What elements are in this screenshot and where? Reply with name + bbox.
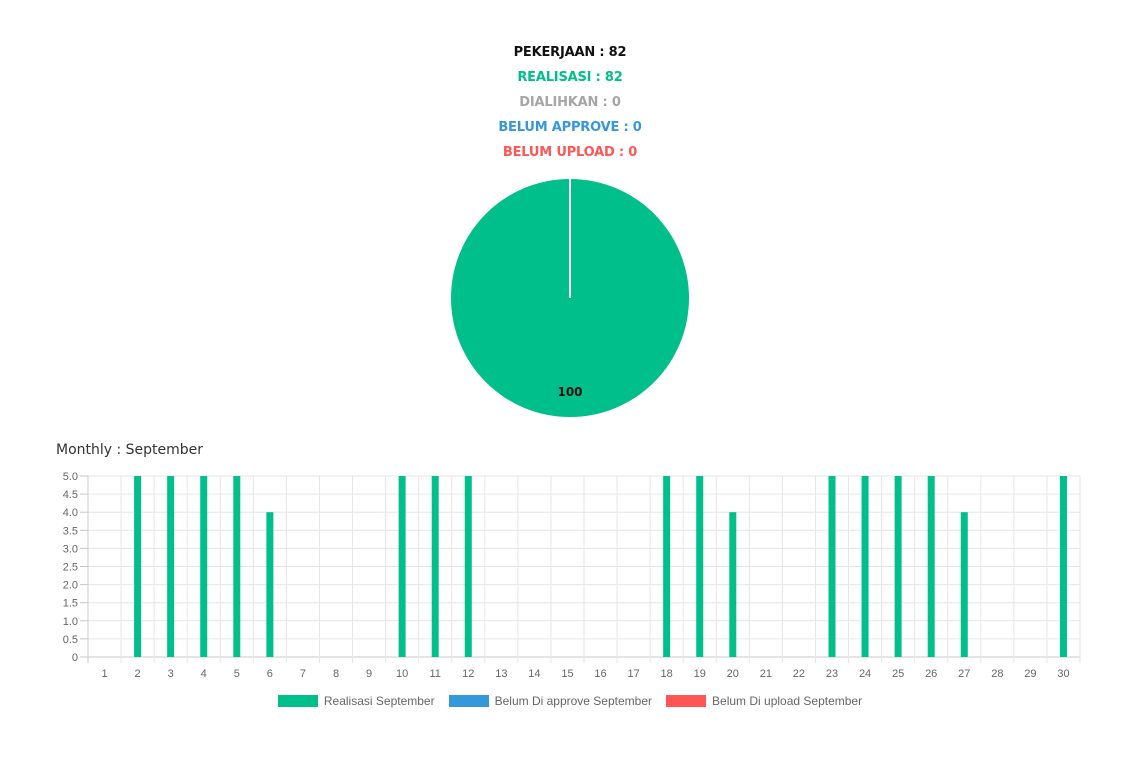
x-tick-label: 15 [561,668,573,680]
legend-item[interactable]: Belum Di upload September [666,694,862,708]
x-tick-label: 6 [267,668,273,680]
pekerjaan-count: PEKERJAAN : 82 [513,45,627,60]
x-tick-label: 13 [495,668,507,680]
x-tick-label: 28 [991,668,1003,680]
x-tick-label: 12 [462,668,474,680]
x-tick-label: 24 [859,668,871,680]
x-tick-label: 16 [594,668,606,680]
x-tick-label: 1 [101,668,107,680]
x-tick-label: 25 [892,668,904,680]
legend-label: Belum Di upload September [712,694,863,708]
y-tick-label: 2.0 [63,580,78,592]
x-tick-label: 7 [300,668,306,680]
legend-swatch [448,695,489,707]
y-tick-label: 1.0 [63,616,78,628]
legend-label: Belum Di approve September [494,694,653,708]
x-tick-label: 20 [727,668,739,680]
x-tick-label: 22 [793,668,805,680]
x-tick-label: 23 [826,668,838,680]
belum-approve-count: BELUM APPROVE : 0 [498,120,642,135]
x-tick-label: 14 [528,668,540,680]
bar [464,476,472,657]
bar [233,476,241,657]
x-tick-label: 17 [627,668,639,680]
bar [266,512,274,657]
x-tick-label: 18 [661,668,673,680]
y-tick-label: 4.5 [63,489,78,501]
pie-chart: 100 [451,179,689,417]
x-tick-label: 3 [168,668,174,680]
legend-item[interactable]: Belum Di approve September [448,694,653,708]
bar [894,476,902,657]
bar [398,476,406,657]
bar [696,476,704,657]
chart-legend: Realisasi September Belum Di approve Sept… [0,694,1140,708]
bar [861,476,869,657]
x-tick-label: 9 [366,668,372,680]
bar [960,512,968,657]
bar [729,512,737,657]
x-tick-label: 5 [234,668,240,680]
x-tick-label: 30 [1057,668,1069,680]
x-tick-label: 4 [201,668,207,680]
y-tick-label: 0.5 [63,634,78,646]
bar [828,476,836,657]
bar [431,476,439,657]
legend-swatch [277,695,318,707]
x-tick-label: 26 [925,668,937,680]
x-tick-label: 27 [958,668,970,680]
x-tick-label: 19 [694,668,706,680]
bar [1059,476,1067,657]
bar [200,476,208,657]
y-tick-label: 3.0 [63,543,78,555]
pie-slice-label: 100 [557,385,582,399]
y-tick-label: 2.5 [63,562,78,574]
dialihkan-count: DIALIHKAN : 0 [519,95,621,110]
monthly-title: Monthly : September [56,442,204,458]
x-tick-label: 21 [760,668,772,680]
bar [927,476,935,657]
y-tick-label: 4.0 [63,507,78,519]
belum-upload-count: BELUM UPLOAD : 0 [502,145,638,160]
legend-swatch [666,695,707,707]
summary-block: PEKERJAAN : 82 REALISASI : 82 DIALIHKAN … [0,40,1140,165]
x-tick-label: 8 [333,668,339,680]
y-tick-label: 0 [72,652,78,664]
x-tick-label: 29 [1024,668,1036,680]
monthly-bar-chart: 00.51.01.52.02.53.03.54.04.55.01 2 3 4 5 6 7 8 9… [63,471,1081,680]
y-tick-label: 3.5 [63,525,78,537]
x-tick-label: 10 [396,668,408,680]
realisasi-count: REALISASI : 82 [517,70,623,85]
x-tick-label: 2 [135,668,141,680]
legend-label: Realisasi September [323,694,435,708]
bar [663,476,671,657]
bar [167,476,175,657]
y-tick-label: 5.0 [63,471,78,483]
bar [134,476,142,657]
y-tick-label: 1.5 [63,598,78,610]
legend-item[interactable]: Realisasi September [277,694,435,708]
x-tick-label: 11 [429,668,440,680]
